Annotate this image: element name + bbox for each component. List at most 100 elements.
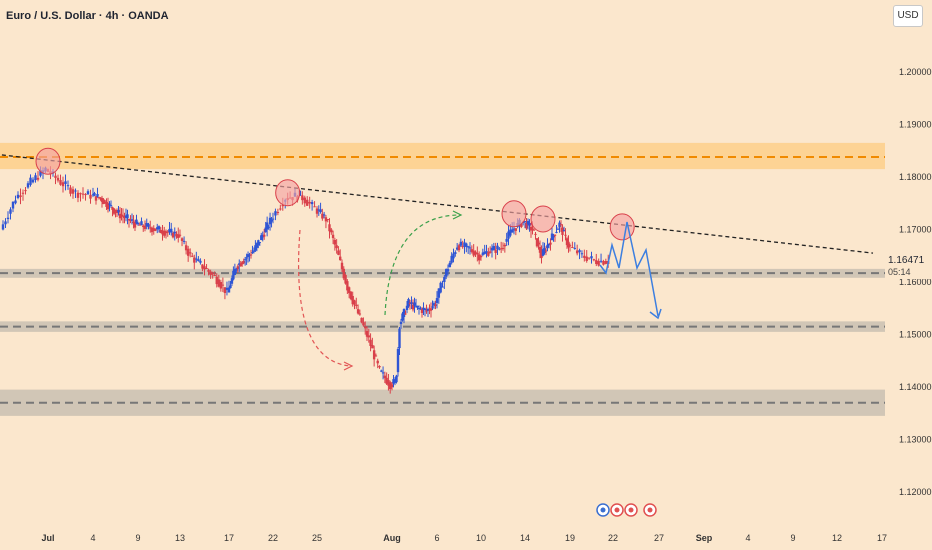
candle-body	[184, 245, 188, 251]
candle-body	[540, 251, 543, 259]
candle-body	[353, 300, 356, 305]
candle-body	[401, 313, 404, 321]
candle-body	[91, 194, 95, 196]
candle-body	[236, 266, 239, 270]
candle-body	[319, 209, 322, 212]
candle-body	[602, 261, 605, 265]
candle-body	[14, 200, 17, 204]
candle-body	[488, 251, 492, 253]
candle-body	[152, 228, 155, 231]
candle-body	[303, 197, 306, 204]
candle-body	[454, 252, 457, 254]
candle-body	[590, 256, 593, 259]
candle-body	[149, 227, 152, 229]
candle-body	[142, 225, 145, 228]
candle-body	[567, 241, 570, 248]
candle-body	[595, 260, 598, 265]
candle-body	[461, 246, 464, 248]
candle-body	[498, 248, 501, 250]
candle-body	[585, 256, 588, 261]
candle-body	[512, 228, 516, 230]
rally-arrow	[384, 214, 461, 316]
swing-high-marker	[35, 147, 61, 175]
candle-body	[553, 234, 557, 236]
candle-body	[225, 287, 229, 290]
candle-body	[96, 193, 99, 197]
swing-high-marker	[275, 179, 301, 207]
candle-body	[130, 219, 134, 221]
candle-body	[112, 208, 116, 214]
candle-body	[76, 192, 80, 198]
candle-body	[317, 209, 320, 211]
candle-body	[193, 257, 196, 263]
candle-body	[558, 222, 561, 227]
candle-body	[417, 307, 421, 309]
candle-body	[126, 214, 129, 219]
candle-body	[59, 180, 62, 185]
candle-body	[402, 309, 406, 317]
candle-body	[575, 250, 579, 254]
candle-body	[367, 335, 370, 338]
candle-body	[191, 255, 194, 257]
candle-body	[365, 331, 369, 337]
candle-body	[180, 238, 184, 241]
currency-button[interactable]: USD	[893, 5, 923, 27]
candle-body	[538, 247, 542, 253]
candle-body	[364, 326, 367, 329]
candle-body	[213, 275, 216, 276]
candle-body	[547, 243, 551, 246]
y-tick-label: 1.13000	[899, 435, 932, 445]
x-tick-label: 4	[90, 533, 95, 543]
candle-body	[385, 377, 388, 384]
candle-body	[335, 245, 338, 249]
candle-body	[235, 268, 238, 271]
candle-body	[407, 299, 410, 307]
candle-body	[150, 227, 154, 233]
candle-body	[54, 175, 57, 178]
candle-body	[339, 256, 342, 261]
candle-body	[578, 250, 581, 253]
candle-body	[549, 242, 552, 245]
candle-body	[525, 222, 528, 229]
x-tick-label: 12	[832, 533, 842, 543]
candle-body	[434, 304, 437, 307]
candle-body	[170, 228, 173, 233]
candle-body	[106, 203, 110, 210]
candle-body	[108, 203, 111, 205]
candle-body	[109, 205, 113, 207]
candle-body	[140, 221, 143, 226]
candle-body	[496, 245, 499, 250]
candle-body	[178, 234, 182, 236]
x-tick-label: 25	[312, 533, 322, 543]
candle-body	[219, 282, 223, 289]
bar-countdown: 05:14	[888, 267, 911, 277]
candle-body	[248, 254, 251, 256]
projection-path	[599, 221, 659, 317]
candle-body	[260, 235, 263, 240]
candle-body	[393, 379, 397, 383]
candle-body	[267, 226, 270, 228]
candle-body	[346, 281, 349, 291]
candle-body	[81, 193, 85, 195]
candle-body	[245, 257, 248, 259]
candle-body	[583, 255, 586, 258]
candle-body	[93, 193, 96, 196]
candle-body	[136, 223, 140, 225]
candle-body	[328, 224, 331, 232]
candle-body	[358, 313, 362, 315]
candle-body	[371, 345, 374, 349]
candle-body	[399, 321, 403, 324]
candle-body	[61, 182, 65, 187]
candle-body	[24, 190, 27, 192]
candle-body	[431, 306, 434, 308]
candle-body	[4, 221, 7, 225]
resistance-zone	[0, 142, 885, 170]
candle-body	[437, 288, 441, 298]
candle-body	[120, 214, 123, 216]
candle-body	[99, 197, 102, 199]
candle-body	[535, 238, 539, 247]
candle-body	[147, 224, 150, 227]
candle-body	[446, 269, 450, 272]
candle-body	[154, 228, 157, 231]
